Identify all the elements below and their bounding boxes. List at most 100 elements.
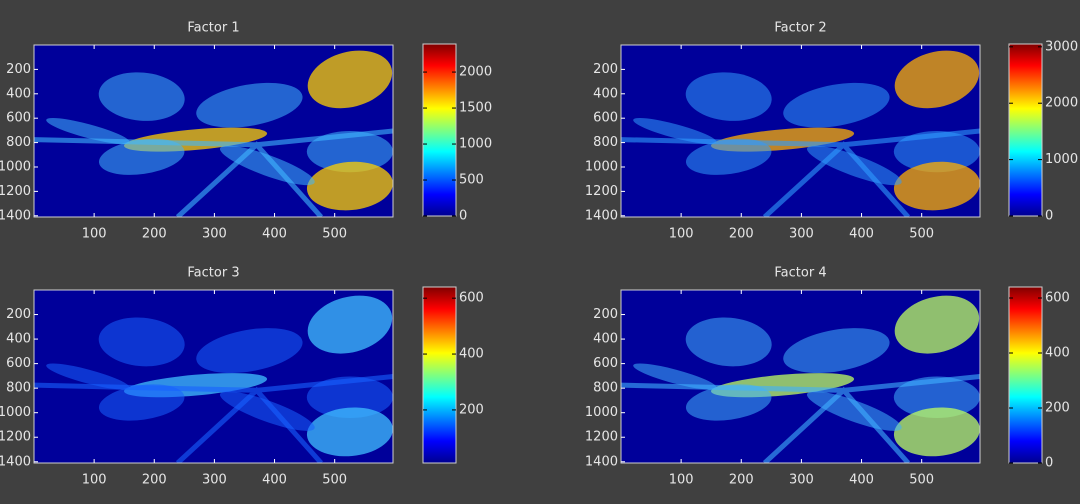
x-tick-label: 300 [202, 473, 227, 488]
colorbar-tick-label: 600 [1045, 291, 1070, 306]
y-tick-label: 600 [593, 356, 618, 371]
y-tick-label: 800 [593, 135, 618, 150]
leaf [685, 138, 772, 175]
x-tick-label: 200 [142, 227, 167, 242]
leaf [894, 50, 980, 109]
image [34, 45, 393, 217]
x-tick-label: 100 [82, 227, 107, 242]
axes-title: Factor 3 [187, 266, 239, 281]
colorbar-tick-label: 200 [459, 402, 484, 417]
colorbar-tick-label: 3000 [1045, 39, 1078, 54]
x-tick-label: 200 [729, 227, 754, 242]
leaf [633, 363, 717, 390]
y-tick-label: 1400 [585, 454, 618, 469]
colorbar-tick-label: 1000 [1045, 152, 1078, 167]
colorbar [1008, 43, 1043, 217]
y-tick-label: 200 [593, 62, 618, 77]
y-tick-label: 400 [6, 332, 31, 347]
leaf [783, 328, 890, 374]
y-tick-label: 800 [593, 381, 618, 396]
leaf [307, 50, 393, 109]
subplot: Factor 2 100 200 300 400 500 200 400 600 800 1000 1… [585, 21, 1078, 242]
colorbar-tick-label: 2000 [1045, 96, 1078, 111]
subplot: Factor 1 100 200 300 400 500 200 400 600 800 1000 1… [0, 21, 492, 242]
leaf [46, 363, 130, 390]
leaf [893, 131, 980, 173]
x-tick-label: 200 [142, 473, 167, 488]
axes-frame [620, 44, 981, 218]
x-tick-label: 500 [909, 227, 934, 242]
y-tick-label: 1000 [0, 159, 31, 174]
image [34, 290, 393, 463]
leaf [98, 72, 185, 121]
y-tick-label: 1000 [0, 405, 31, 420]
x-tick-label: 200 [729, 473, 754, 488]
colorbar-tick-label: 0 [1045, 209, 1053, 224]
y-tick-label: 1000 [585, 159, 618, 174]
x-tick-label: 400 [849, 473, 874, 488]
colorbar-tick-label: 400 [459, 347, 484, 362]
y-tick-label: 1400 [0, 208, 31, 223]
leaf [893, 161, 980, 211]
y-tick-label: 800 [6, 135, 31, 150]
x-tick-label: 400 [262, 227, 287, 242]
x-tick-label: 500 [322, 227, 347, 242]
leaf [685, 72, 772, 121]
axes-title: Factor 2 [774, 21, 826, 36]
leaf [98, 384, 185, 421]
colorbar [422, 286, 457, 464]
leaf [783, 82, 890, 128]
stems [621, 128, 980, 217]
colorbar-tick-label: 2000 [459, 65, 492, 80]
colorbar-tick-label: 500 [459, 173, 484, 188]
leaf [306, 407, 393, 457]
colorbar [422, 43, 457, 217]
leaf [893, 376, 980, 419]
x-tick-label: 300 [789, 227, 814, 242]
leaf [46, 118, 130, 144]
colorbar [1008, 286, 1043, 464]
x-tick-label: 500 [322, 473, 347, 488]
image [621, 45, 980, 217]
y-tick-label: 1200 [0, 184, 31, 199]
y-tick-label: 600 [6, 111, 31, 126]
y-tick-label: 400 [6, 86, 31, 101]
axes-frame [620, 289, 981, 464]
subplot: Factor 3 100 200 300 400 500 200 400 600 800 1000 1… [0, 266, 484, 488]
leaf [633, 118, 717, 144]
leaf [196, 82, 303, 128]
x-tick-label: 300 [202, 227, 227, 242]
leaf [196, 328, 303, 374]
leaf [307, 295, 393, 354]
axes-title: Factor 4 [774, 266, 826, 281]
y-tick-label: 200 [6, 62, 31, 77]
leaf [98, 138, 185, 175]
colorbar-tick-label: 0 [459, 209, 467, 224]
colorbar-tick-label: 1000 [459, 137, 492, 152]
y-tick-label: 1400 [585, 208, 618, 223]
stems [34, 374, 393, 463]
leaf [306, 376, 393, 419]
colorbar-tick-label: 200 [1045, 401, 1070, 416]
leaf [894, 295, 980, 354]
axes-frame [33, 44, 394, 218]
y-tick-label: 800 [6, 381, 31, 396]
leaf [685, 317, 772, 367]
colorbar-tick-label: 1500 [459, 101, 492, 116]
colorbar-tick-label: 600 [459, 291, 484, 306]
subplot: Factor 4 100 200 300 400 500 200 400 600 800 1000 1… [585, 266, 1070, 488]
y-tick-label: 400 [593, 86, 618, 101]
axes-frame [33, 289, 394, 464]
image [621, 290, 980, 463]
x-tick-label: 100 [669, 227, 694, 242]
y-tick-label: 600 [6, 356, 31, 371]
x-tick-label: 300 [789, 473, 814, 488]
colorbar-tick-label: 400 [1045, 346, 1070, 361]
y-tick-label: 200 [593, 307, 618, 322]
stems [621, 374, 980, 463]
leaf [306, 161, 393, 211]
y-tick-label: 600 [593, 111, 618, 126]
leaf [306, 131, 393, 173]
